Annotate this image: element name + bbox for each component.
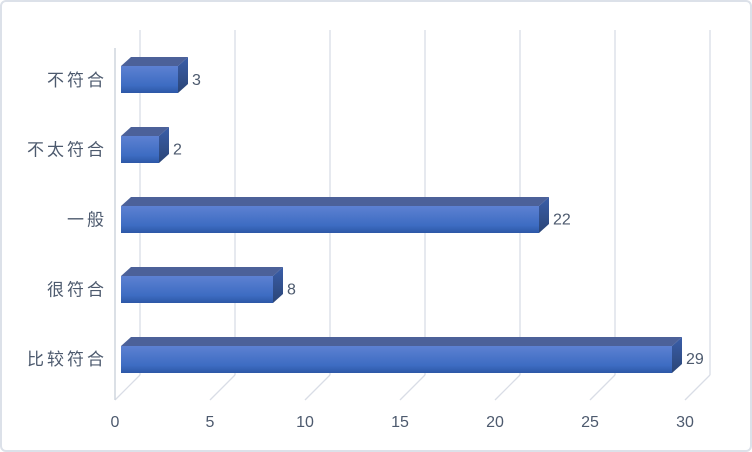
bar-front-face [121, 66, 178, 93]
bar-不太符合: 2 [121, 127, 182, 163]
gridline-floor-10 [304, 374, 331, 401]
bar-很符合: 8 [121, 267, 296, 303]
bar-不符合: 3 [121, 57, 201, 93]
bar-比较符合: 29 [121, 337, 704, 373]
gridline-floor-20 [494, 374, 521, 401]
x-tick-label-5: 5 [206, 414, 215, 431]
gridline-floor-15 [399, 374, 426, 401]
bar-value-label: 29 [686, 351, 704, 368]
category-label-2: 不太符合 [27, 141, 107, 160]
bar-top-face [121, 127, 169, 136]
bar-top-face [121, 197, 549, 206]
bar-front-face [121, 206, 539, 233]
gridline-floor-0 [114, 374, 141, 401]
bar-front-face [121, 346, 672, 373]
gridline-floor-30 [684, 374, 711, 401]
bar-top-face [121, 267, 283, 276]
bar-top-face [121, 337, 682, 346]
bar-value-label: 8 [287, 281, 296, 298]
x-tick-label-25: 25 [581, 414, 599, 431]
category-label-3: 一般 [67, 211, 107, 230]
x-tick-label-20: 20 [486, 414, 504, 431]
x-tick-label-10: 10 [296, 414, 314, 431]
bar-top-face [121, 57, 188, 66]
gridline-floor-5 [209, 374, 236, 401]
bar-side-face [672, 337, 682, 373]
bar-front-face [121, 136, 159, 163]
bar-side-face [178, 57, 188, 93]
gridline-floor-25 [589, 374, 616, 401]
bar-value-label: 3 [192, 72, 201, 89]
x-tick-label-30: 30 [676, 414, 694, 431]
bar-一般: 22 [121, 197, 571, 233]
category-label-4: 很符合 [47, 280, 107, 299]
bar-side-face [539, 197, 549, 233]
category-label-5: 比较符合 [27, 350, 107, 369]
bar-front-face [121, 276, 273, 303]
category-label-1: 不符合 [47, 71, 107, 90]
x-tick-label-0: 0 [111, 414, 120, 431]
bar-value-label: 22 [553, 212, 571, 229]
bar-value-label: 2 [173, 142, 182, 159]
x-tick-label-15: 15 [391, 414, 409, 431]
bar-side-face [159, 127, 169, 163]
bar-side-face [273, 267, 283, 303]
